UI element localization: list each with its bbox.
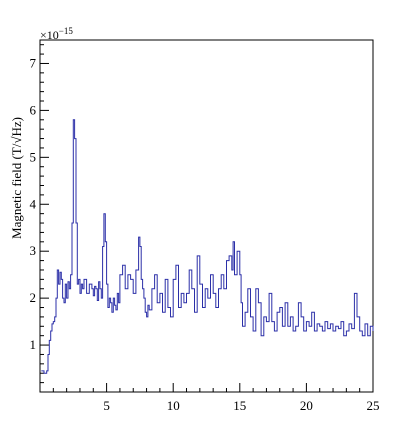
x-tick-label: 5 (103, 398, 110, 413)
y-tick-label: 3 (30, 243, 37, 258)
series-line (41, 119, 374, 374)
y-tick-label: 5 (30, 149, 37, 164)
plot-frame (39, 39, 374, 393)
y-tick-label: 4 (30, 196, 37, 211)
x-tick-label: 10 (167, 398, 180, 413)
y-tick-label: 1 (30, 337, 37, 352)
x-tick-label: 20 (300, 398, 313, 413)
y-axis-multiplier: ×10−15 (40, 26, 73, 42)
x-axis-ticks (52, 383, 374, 392)
x-tick-label: 15 (233, 398, 246, 413)
y-axis-ticks (40, 44, 49, 384)
y-axis-tick-labels: 1 2 3 4 5 6 7 (30, 55, 37, 352)
y-axis-title: Magnetic field (T/√Hz) (9, 117, 24, 239)
y-tick-label: 6 (30, 102, 37, 117)
y-tick-label: 7 (30, 55, 37, 70)
y-axis-multiplier-base: ×10 (40, 28, 59, 42)
y-axis-multiplier-exponent: −15 (59, 26, 74, 36)
x-tick-label: 25 (367, 398, 380, 413)
y-tick-label: 2 (30, 290, 37, 305)
x-axis-tick-labels: 5 10 15 20 25 (103, 398, 379, 413)
